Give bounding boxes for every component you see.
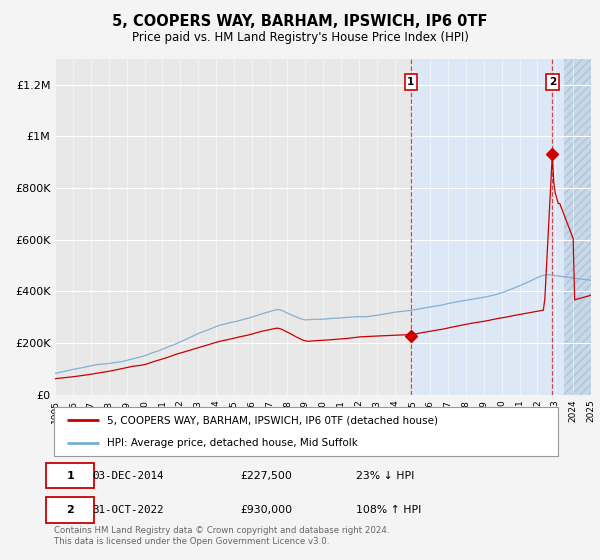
Text: 03-DEC-2014: 03-DEC-2014 bbox=[92, 470, 163, 480]
Text: 108% ↑ HPI: 108% ↑ HPI bbox=[356, 505, 422, 515]
Text: 1: 1 bbox=[67, 470, 74, 480]
Bar bbox=[411, 59, 591, 395]
Text: Contains HM Land Registry data © Crown copyright and database right 2024.
This d: Contains HM Land Registry data © Crown c… bbox=[54, 526, 389, 546]
Text: 2: 2 bbox=[548, 77, 556, 87]
FancyBboxPatch shape bbox=[46, 497, 94, 523]
Text: 23% ↓ HPI: 23% ↓ HPI bbox=[356, 470, 415, 480]
Text: Price paid vs. HM Land Registry's House Price Index (HPI): Price paid vs. HM Land Registry's House … bbox=[131, 31, 469, 44]
FancyBboxPatch shape bbox=[54, 407, 558, 456]
Text: 1: 1 bbox=[407, 77, 415, 87]
Text: £930,000: £930,000 bbox=[241, 505, 293, 515]
Bar bbox=[564, 59, 591, 395]
Text: £227,500: £227,500 bbox=[241, 470, 292, 480]
FancyBboxPatch shape bbox=[46, 463, 94, 488]
Text: 5, COOPERS WAY, BARHAM, IPSWICH, IP6 0TF: 5, COOPERS WAY, BARHAM, IPSWICH, IP6 0TF bbox=[112, 14, 488, 29]
Text: 5, COOPERS WAY, BARHAM, IPSWICH, IP6 0TF (detached house): 5, COOPERS WAY, BARHAM, IPSWICH, IP6 0TF… bbox=[107, 416, 438, 426]
Text: HPI: Average price, detached house, Mid Suffolk: HPI: Average price, detached house, Mid … bbox=[107, 438, 358, 448]
Text: 2: 2 bbox=[67, 505, 74, 515]
Text: 31-OCT-2022: 31-OCT-2022 bbox=[92, 505, 163, 515]
